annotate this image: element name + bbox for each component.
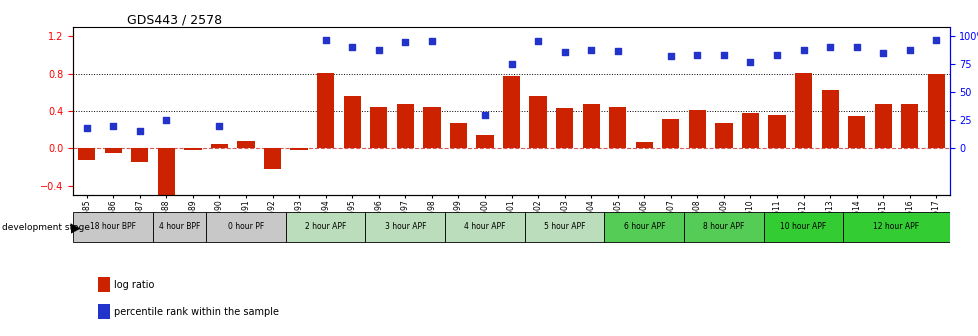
FancyBboxPatch shape — [365, 212, 445, 242]
Text: 4 hour BPF: 4 hour BPF — [158, 222, 200, 231]
Point — [689, 52, 704, 58]
Point — [795, 47, 811, 52]
Bar — [422, 107, 440, 148]
Point — [742, 59, 758, 65]
Bar — [264, 148, 281, 169]
Point — [609, 48, 625, 53]
Text: 12 hour APF: 12 hour APF — [872, 222, 918, 231]
Text: log ratio: log ratio — [113, 280, 154, 290]
Point — [158, 118, 174, 123]
FancyBboxPatch shape — [206, 212, 286, 242]
Bar — [873, 104, 891, 148]
Bar — [556, 108, 573, 148]
Point — [397, 39, 413, 44]
Point — [318, 37, 333, 42]
Bar — [157, 148, 175, 200]
Text: 6 hour APF: 6 hour APF — [623, 222, 664, 231]
Point — [106, 123, 121, 128]
Bar — [635, 142, 652, 148]
Bar — [529, 96, 546, 148]
Point — [927, 37, 943, 42]
FancyBboxPatch shape — [843, 212, 949, 242]
Point — [556, 49, 572, 54]
Bar — [370, 107, 387, 148]
Point — [822, 45, 837, 50]
Bar — [503, 76, 519, 148]
FancyBboxPatch shape — [763, 212, 843, 242]
Text: 4 hour APF: 4 hour APF — [464, 222, 506, 231]
Bar — [78, 148, 95, 160]
Point — [503, 61, 518, 67]
Bar — [689, 110, 705, 148]
Point — [79, 125, 95, 131]
Bar — [608, 107, 626, 148]
Bar — [741, 113, 758, 148]
Text: development stage: development stage — [2, 223, 90, 232]
Point — [848, 45, 864, 50]
Bar — [661, 119, 679, 148]
FancyBboxPatch shape — [286, 212, 365, 242]
Point — [344, 45, 360, 50]
Bar — [582, 104, 600, 148]
Text: 3 hour APF: 3 hour APF — [384, 222, 425, 231]
FancyBboxPatch shape — [603, 212, 684, 242]
Bar — [821, 90, 838, 148]
FancyBboxPatch shape — [445, 212, 524, 242]
Text: 10 hour APF: 10 hour APF — [779, 222, 825, 231]
Point — [476, 112, 492, 117]
Point — [874, 50, 890, 56]
Bar — [317, 73, 333, 148]
FancyBboxPatch shape — [684, 212, 763, 242]
Point — [583, 47, 599, 52]
Bar — [131, 148, 149, 162]
Bar — [927, 74, 944, 148]
Bar — [476, 135, 493, 148]
Text: 18 hour BPF: 18 hour BPF — [90, 222, 136, 231]
Point — [715, 52, 731, 58]
Text: 2 hour APF: 2 hour APF — [305, 222, 346, 231]
FancyBboxPatch shape — [524, 212, 603, 242]
Bar — [237, 141, 254, 148]
Text: percentile rank within the sample: percentile rank within the sample — [113, 307, 279, 317]
Bar — [105, 148, 121, 153]
Bar — [768, 115, 785, 148]
Bar — [794, 73, 812, 148]
Point — [211, 123, 227, 128]
Bar — [396, 104, 414, 148]
Bar — [847, 116, 865, 148]
Bar — [715, 123, 732, 148]
Point — [132, 129, 148, 134]
Bar — [290, 148, 307, 150]
Bar — [210, 143, 228, 148]
Bar — [343, 96, 361, 148]
Bar — [901, 104, 917, 148]
Point — [423, 38, 439, 43]
Bar — [184, 148, 201, 150]
Point — [769, 52, 784, 58]
Text: GDS443 / 2578: GDS443 / 2578 — [127, 13, 222, 27]
Point — [530, 38, 546, 43]
FancyBboxPatch shape — [73, 212, 153, 242]
Text: 8 hour APF: 8 hour APF — [702, 222, 744, 231]
Point — [901, 47, 916, 52]
Point — [662, 54, 678, 59]
Bar — [449, 123, 467, 148]
Point — [371, 47, 386, 52]
Text: 0 hour PF: 0 hour PF — [228, 222, 264, 231]
Text: ▶: ▶ — [71, 221, 81, 234]
FancyBboxPatch shape — [153, 212, 206, 242]
Text: 5 hour APF: 5 hour APF — [544, 222, 585, 231]
